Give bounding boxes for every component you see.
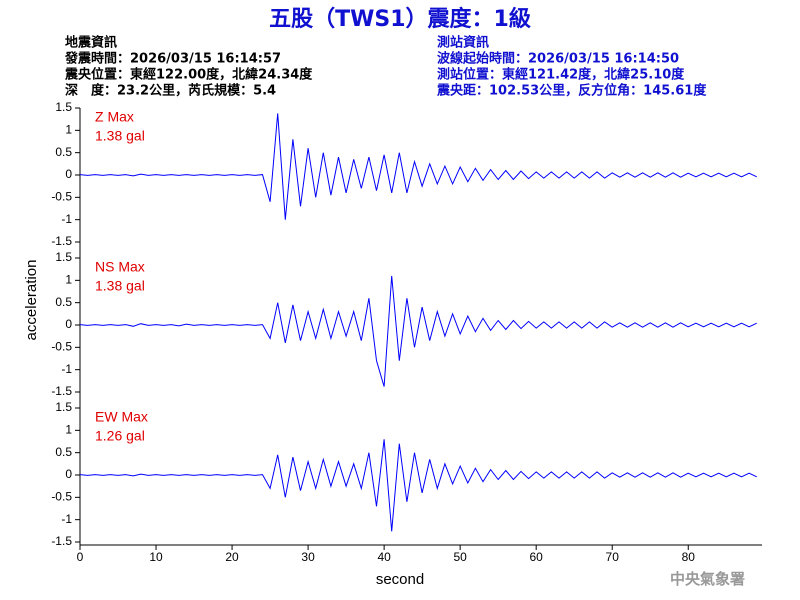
x-tick-label: 40 [377,550,391,564]
y-tick-label: -1 [61,512,72,526]
x-tick-label: 20 [225,550,239,564]
y-tick-label: 1 [65,273,72,287]
panel-annotation: 1.26 gal [95,428,145,444]
y-tick-label: -1.5 [51,234,72,248]
panel-label: EW Max [95,409,148,425]
x-tick-label: 80 [682,550,696,564]
chart-title: 五股（TWS1）震度：1級 [269,6,531,32]
y-tick-label: 1.5 [55,400,72,414]
panel-label: NS Max [95,259,145,275]
y-tick-label: 1 [65,123,72,137]
y-tick-label: -1 [61,212,72,226]
panel-label: Z Max [95,109,134,125]
x-axis-label: second [376,571,424,588]
y-tick-label: 0.5 [55,295,72,309]
waveform [79,275,757,387]
waveform [79,113,757,220]
y-tick-label: 0.5 [55,145,72,159]
info-text: 測站資訊 [437,35,489,51]
y-tick-label: 1 [65,423,72,437]
x-tick-label: 70 [606,550,620,564]
info-text: 發震時間：2026/03/15 16:14:57 [64,51,281,67]
y-tick-label: -1 [61,362,72,376]
footer-text: 中央氣象署 [670,570,745,588]
info-text: 波線起始時間：2026/03/15 16:14:50 [437,51,679,67]
info-text: 震央距：102.53公里，反方位角：145.61度 [436,83,707,99]
info-text: 深 度：23.2公里，芮氏規模：5.4 [65,83,276,99]
y-tick-label: -1.5 [51,534,72,548]
y-tick-label: -0.5 [51,190,72,204]
y-tick-label: 1.5 [55,250,72,264]
y-tick-label: -0.5 [51,490,72,504]
y-tick-label: 0 [65,167,72,181]
y-axis-label: acceleration [23,260,40,341]
info-text: 地震資訊 [65,35,117,51]
panel-annotation: 1.38 gal [95,128,145,144]
y-tick-label: -1.5 [51,384,72,398]
y-tick-label: -0.5 [51,340,72,354]
x-tick-label: 60 [530,550,544,564]
x-tick-label: 0 [77,550,84,564]
x-tick-label: 10 [149,550,163,564]
y-tick-label: 1.5 [55,100,72,114]
x-tick-label: 50 [453,550,467,564]
y-tick-label: 0.5 [55,445,72,459]
waveform [79,439,757,532]
panel-annotation: 1.38 gal [95,278,145,294]
info-text: 震央位置：東經122.00度，北緯24.34度 [64,67,313,83]
y-tick-label: 0 [65,317,72,331]
info-text: 測站位置：東經121.42度，北緯25.10度 [437,67,685,83]
y-tick-label: 0 [65,467,72,481]
x-tick-label: 30 [301,550,315,564]
